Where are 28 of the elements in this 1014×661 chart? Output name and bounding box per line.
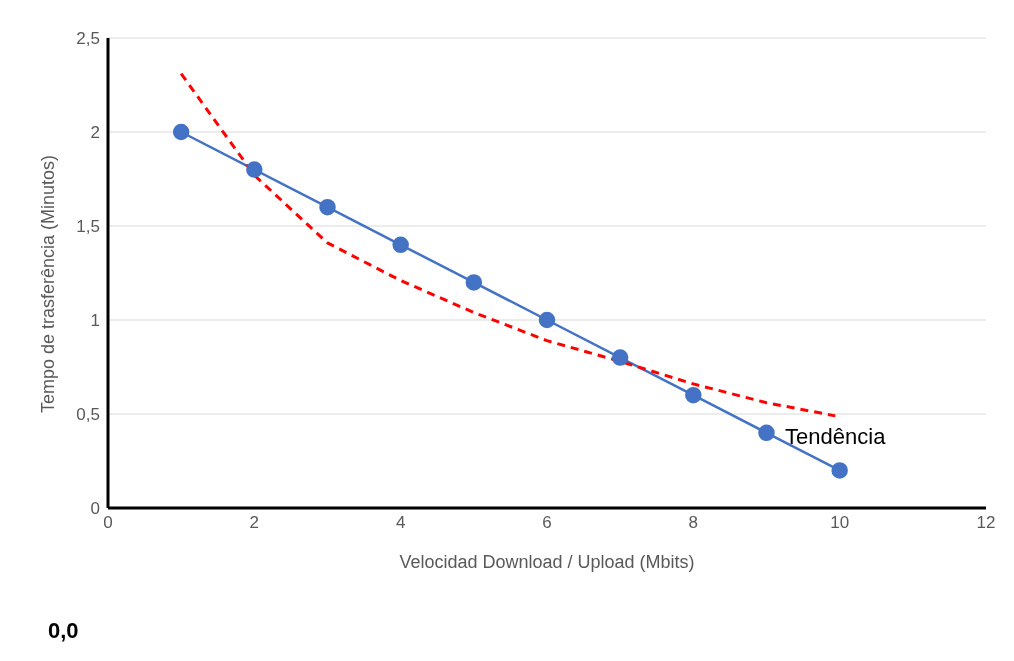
y-axis-title: Tempo de trasferência (Minutos) [38,154,59,413]
x-tick-label: 12 [976,513,996,533]
x-tick-label: 10 [830,513,850,533]
point [392,236,409,254]
annotation: Tendência [785,423,887,449]
x-tick-label: 6 [542,513,552,533]
point [758,424,775,442]
y-tick-label: 0 [90,499,100,519]
x-tick-label: 4 [395,513,406,533]
x-tick-label: 0 [103,513,113,533]
point [538,311,556,329]
point [319,198,336,216]
point [465,274,483,291]
x-tick-label: 8 [688,513,699,533]
x-tick-label: 2 [249,513,260,533]
point [172,123,190,141]
point [685,386,702,404]
y-tick-label: 0,5 [76,405,100,425]
line-series [179,72,837,418]
y-tick-label: 1 [90,311,100,331]
y-tick-label: 2 [90,123,100,143]
point [246,161,263,178]
y-tick-label: 1,5 [76,217,100,237]
point [611,349,629,366]
text: 0,0 [48,618,79,644]
y-tick-label: 2,5 [76,29,100,49]
x-axis-title: Velocidad Download / Upload (Mbits) [399,552,695,572]
point [831,462,848,479]
